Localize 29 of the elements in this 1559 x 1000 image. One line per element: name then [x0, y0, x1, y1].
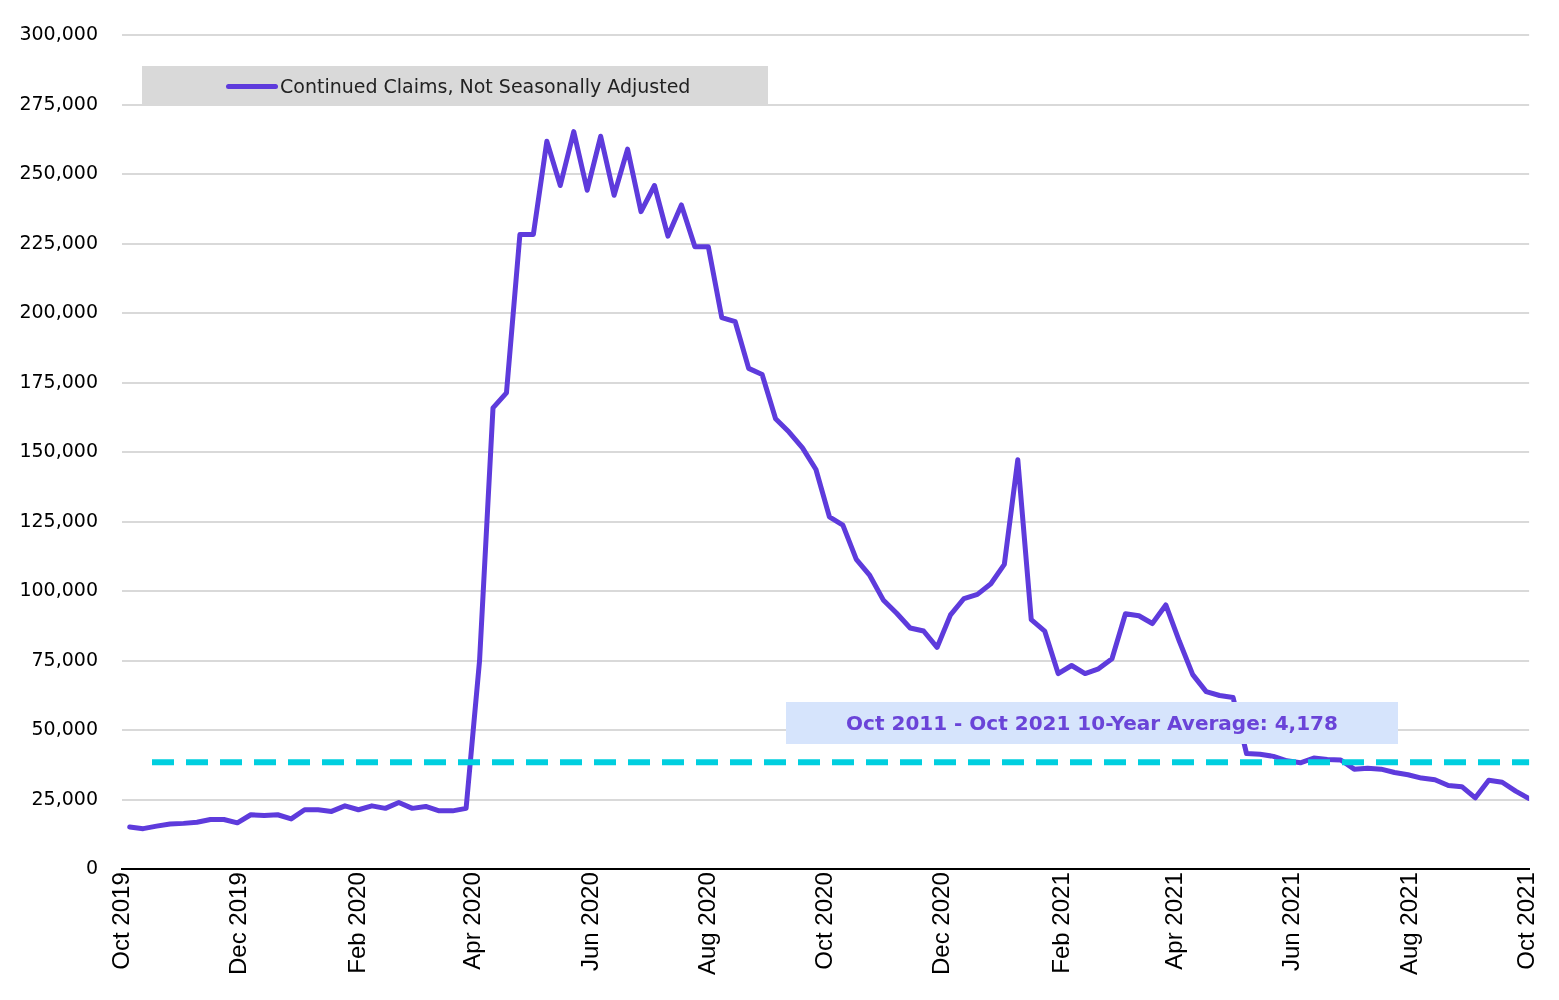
y-tick-label: 300,000 — [19, 22, 98, 45]
y-tick-label: 100,000 — [19, 578, 98, 601]
x-tick-label: Apr 2020 — [458, 872, 486, 970]
x-tick-label: Feb 2021 — [1046, 872, 1074, 974]
y-tick-label: 225,000 — [19, 230, 98, 253]
label-box: Oct 2011 - Oct 2021 10-Year Average: 4,178 — [786, 702, 1398, 745]
x-tick-label: Feb 2020 — [343, 872, 371, 974]
x-tick-label: Apr 2021 — [1160, 872, 1188, 970]
legend-label: Continued Claims, Not Seasonally Adjusted — [280, 75, 691, 98]
x-tick-label: Aug 2021 — [1394, 872, 1422, 975]
y-tick-label: 75,000 — [31, 647, 98, 670]
x-tick-label: Jun 2021 — [1277, 872, 1305, 971]
annotation: Oct 2011 - Oct 2021 10-Year Average: 4,178 — [846, 711, 1338, 736]
y-tick-label: 175,000 — [19, 369, 98, 392]
x-tick-label: Oct 2020 — [810, 872, 838, 970]
x-tick-label: Aug 2020 — [692, 872, 720, 975]
y-tick-label: 0 — [85, 856, 98, 879]
y-tick-label: 50,000 — [31, 717, 98, 740]
x-tick-label: Oct 2021 — [1511, 872, 1539, 970]
y-tick-label: 25,000 — [31, 786, 98, 809]
y-tick-label: 200,000 — [19, 300, 98, 323]
y-tick-label: 125,000 — [19, 508, 98, 531]
y-tick-label: 275,000 — [19, 91, 98, 114]
y-tick-label: 150,000 — [19, 439, 98, 462]
x-tick-label: Jun 2020 — [575, 872, 603, 971]
x-tick-label: Dec 2020 — [927, 872, 955, 975]
x-tick-label: Dec 2019 — [223, 872, 251, 975]
y-tick-label: 250,000 — [19, 161, 98, 184]
x-tick-label: Oct 2019 — [106, 872, 134, 970]
